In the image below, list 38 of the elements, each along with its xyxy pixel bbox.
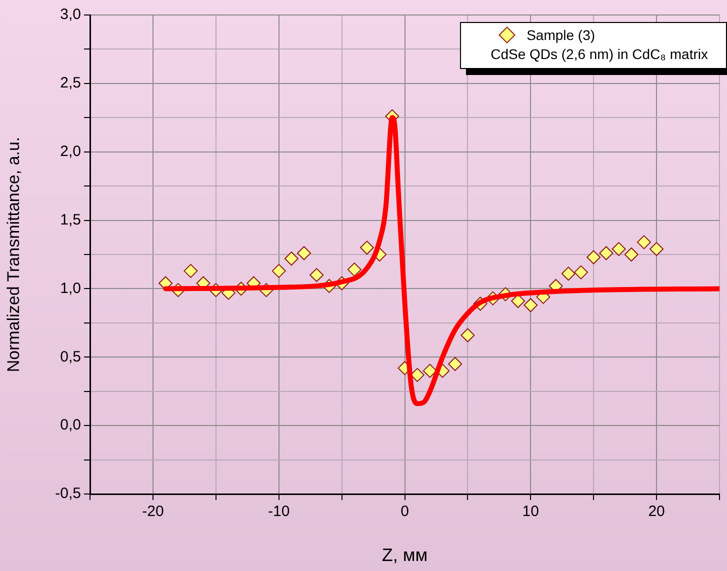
point — [347, 262, 362, 277]
point — [586, 250, 601, 264]
x-axis-title: Z, мм — [382, 545, 428, 566]
legend-label: Sample (3) — [526, 27, 596, 43]
y-tick-label: -0,5 — [55, 485, 81, 502]
x-tick-label: 0 — [400, 503, 409, 520]
point — [624, 248, 638, 262]
y-tick-label: 0,5 — [60, 348, 81, 366]
point — [448, 356, 462, 371]
point — [524, 298, 538, 312]
y-tick-label: 0,0 — [60, 416, 81, 434]
point — [410, 368, 424, 382]
y-tick-label: 1,5 — [60, 211, 81, 228]
point — [272, 264, 286, 278]
point — [612, 242, 626, 256]
point — [636, 235, 651, 250]
point — [422, 364, 437, 378]
x-tick-label: -10 — [268, 503, 290, 520]
y-tick-label: 2,5 — [60, 74, 81, 92]
point — [460, 328, 475, 342]
x-tick-label: -20 — [142, 503, 164, 520]
x-tick-label: 10 — [522, 503, 539, 520]
point — [284, 252, 298, 266]
y-tick-label: 1,0 — [60, 280, 81, 297]
y-axis-title: Normalized Transmittance, a.u. — [4, 136, 23, 372]
point — [184, 264, 198, 278]
x-tick-label: 20 — [648, 503, 665, 520]
point — [297, 246, 312, 260]
point — [511, 294, 526, 308]
point — [599, 246, 614, 260]
point — [574, 265, 588, 280]
y-tick-label: 2,0 — [60, 143, 81, 160]
point — [310, 268, 324, 282]
point — [650, 242, 664, 256]
y-tick-label: 3,0 — [60, 6, 81, 24]
point — [360, 240, 374, 255]
annotation: CdSe QDs (2,6 nm) in CdC₈ matrix — [490, 46, 708, 62]
point — [561, 266, 576, 281]
